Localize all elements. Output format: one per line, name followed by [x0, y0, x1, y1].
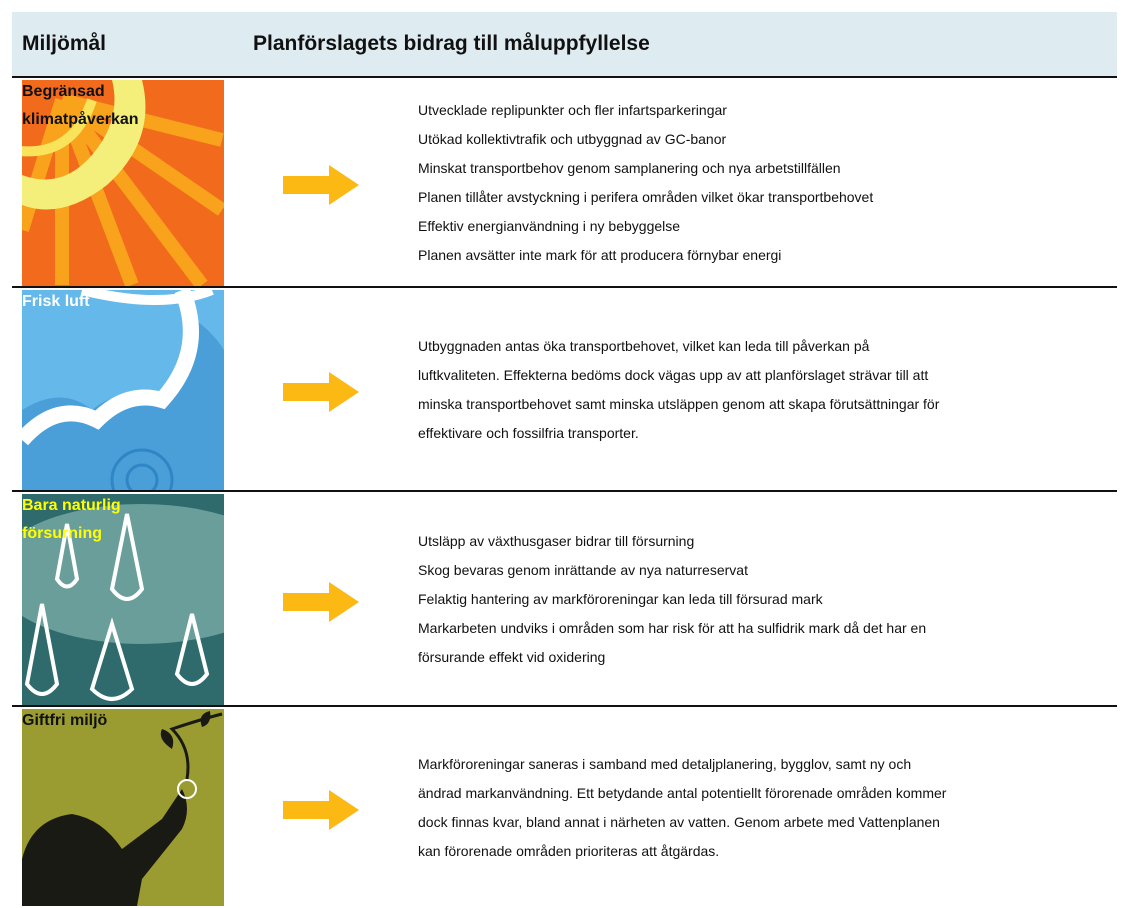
text-line: minska transportbehovet samt minska utsl…	[418, 390, 1111, 419]
arrow	[283, 790, 359, 830]
text-line: Utvecklade replipunkter och fler infarts…	[418, 96, 1111, 125]
goal-label: Bara naturlig försurning	[22, 492, 162, 548]
header: Miljömål Planförslagets bidrag till målu…	[12, 12, 1117, 76]
goal-row: Giftfri miljö Markföroreningar saneras i …	[12, 705, 1117, 908]
contribution-text: Markföroreningar saneras i samband med d…	[418, 707, 1111, 908]
arrow-graphic	[283, 582, 359, 622]
icon-graphic	[22, 709, 224, 906]
text-line: Effektiv energianvändning i ny bebyggels…	[418, 212, 1111, 241]
goal-row: Begränsad klimatpåverkan Utvecklade repli…	[12, 76, 1117, 288]
text-line: Skog bevaras genom inrättande av nya nat…	[418, 556, 1111, 585]
contribution-text: Utsläpp av växthusgaser bidrar till förs…	[418, 492, 1111, 707]
text-line: Markarbeten undviks i områden som har ri…	[418, 614, 1111, 643]
header-contribution: Planförslagets bidrag till måluppfyllels…	[253, 12, 650, 76]
arrow-graphic	[283, 790, 359, 830]
goal-label: Begränsad klimatpåverkan	[22, 78, 162, 134]
text-line: Utsläpp av växthusgaser bidrar till förs…	[418, 527, 1111, 556]
goal-icon	[22, 709, 224, 906]
text-line: Planen tillåter avstyckning i perifera o…	[418, 183, 1111, 212]
goal-label: Giftfri miljö	[22, 707, 162, 735]
text-line: effektivare och fossilfria transporter.	[418, 419, 1111, 448]
text-line: dock finnas kvar, bland annat i närheten…	[418, 808, 1111, 837]
text-line: Felaktig hantering av markföroreningar k…	[418, 585, 1111, 614]
text-line: Planen avsätter inte mark för att produc…	[418, 241, 1111, 270]
text-line: Minskat transportbehov genom samplanerin…	[418, 154, 1111, 183]
contribution-text: Utvecklade replipunkter och fler infarts…	[418, 78, 1111, 288]
goal-row: Bara naturlig försurning Utsläpp av växth…	[12, 490, 1117, 707]
arrow	[283, 165, 359, 205]
text-line: Utökad kollektivtrafik och utbyggnad av …	[418, 125, 1111, 154]
arrow	[283, 372, 359, 412]
arrow	[283, 582, 359, 622]
goal-icon	[22, 290, 224, 490]
text-line: försurande effekt vid oxidering	[418, 643, 1111, 672]
arrow-graphic	[283, 372, 359, 412]
text-line: kan förorenade områden prioriteras att å…	[418, 837, 1111, 866]
goal-row: Frisk luft Utbyggnaden antas öka transpor…	[12, 286, 1117, 492]
goal-label: Frisk luft	[22, 288, 162, 316]
text-line: Markföroreningar saneras i samband med d…	[418, 750, 1111, 779]
contribution-text: Utbyggnaden antas öka transportbehovet, …	[418, 288, 1111, 492]
arrow-graphic	[283, 165, 359, 205]
text-line: Utbyggnaden antas öka transportbehovet, …	[418, 332, 1111, 361]
icon-graphic	[22, 290, 224, 490]
page: {"header": {"col1": "Miljömål", "col2": …	[0, 0, 1129, 906]
text-line: ändrad markanvändning. Ett betydande ant…	[418, 779, 1111, 808]
header-goal: Miljömål	[22, 12, 106, 76]
text-line: luftkvaliteten. Effekterna bedöms dock v…	[418, 361, 1111, 390]
